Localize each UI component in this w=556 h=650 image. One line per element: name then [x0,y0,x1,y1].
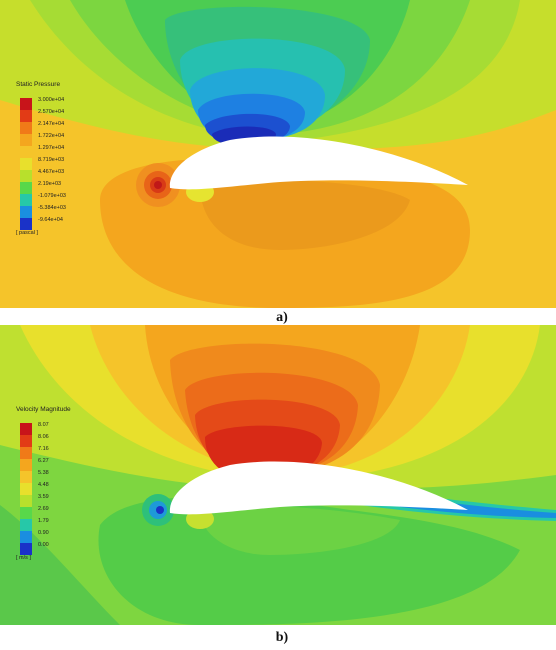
legend-color-swatch [20,158,32,170]
legend-color-scale [20,98,32,230]
legend-tick-label: 8.719e+03 [38,157,64,163]
legend-tick-labels: 8.07 8.06 7.16 6.27 5.38 4.48 3.59 2.69 1.79 0.90… [38,422,49,548]
legend: Static Pressure 3.000e+04 2.570e+04 2.147e… [16,81,66,236]
legend-tick-label: 8.07 [38,422,49,428]
legend-tick-label: 2.570e+04 [38,109,64,115]
legend-color-swatch [20,170,32,182]
legend-color-swatch [20,459,32,471]
legend-tick-label: 6.27 [38,458,49,464]
legend-unit: [ m/s ] [16,555,31,561]
legend-tick-label: 2.19e+03 [38,181,61,187]
contour-band [98,496,520,625]
contour-band [200,180,410,250]
legend-tick-label: 0.90 [38,530,49,536]
static-pressure-contour-plot: Static Pressure 3.000e+04 2.570e+04 2.147e… [0,0,556,308]
contour-band [154,181,162,189]
legend-tick-labels: 3.000e+04 2.570e+04 2.147e+04 1.722e+04 1.29… [38,97,66,223]
legend-color-swatch [20,206,32,218]
figure-caption-b: b) [275,630,289,645]
contour-band [200,505,400,555]
legend-color-swatch [20,110,32,122]
legend-color-swatch [20,435,32,447]
velocity-magnitude-contour-plot: Velocity Magnitude 8.07 8.06 7.16 6.27 5.38 4… [0,325,556,625]
legend-color-swatch [20,182,32,194]
legend-tick-label: -9.64e+04 [38,217,63,223]
legend-color-swatch [20,531,32,543]
legend-tick-label: -1.079e+03 [38,193,66,199]
legend-tick-label: 1.79 [38,518,49,524]
velocity-magnitude-contour-panel: Velocity Magnitude 8.07 8.06 7.16 6.27 5.38 4… [0,325,556,625]
legend-color-swatch [20,194,32,206]
legend-color-swatch [20,519,32,531]
legend: Velocity Magnitude 8.07 8.06 7.16 6.27 5.38 4… [16,406,71,561]
legend-color-swatch [20,471,32,483]
airfoil-shape [169,461,468,515]
legend-color-swatch [20,146,32,158]
legend-tick-label: 2.147e+04 [38,121,64,127]
legend-color-swatch [20,98,32,110]
legend-tick-label: 7.16 [38,446,49,452]
legend-tick-label: -5.384e+03 [38,205,66,211]
legend-tick-label: 5.38 [38,470,49,476]
legend-tick-label: 3.59 [38,494,49,500]
legend-title: Static Pressure [16,81,60,88]
legend-color-swatch [20,543,32,555]
legend-tick-label: 0.00 [38,542,49,548]
legend-tick-label: 1.297e+04 [38,145,64,151]
legend-tick-label: 2.69 [38,506,49,512]
legend-color-swatch [20,423,32,435]
legend-unit: [ pascal ] [16,230,38,236]
legend-tick-label: 4.467e+03 [38,169,64,175]
legend-color-swatch [20,507,32,519]
legend-color-swatch [20,495,32,507]
static-pressure-contour-panel: Static Pressure 3.000e+04 2.570e+04 2.147e… [0,0,556,308]
contour-band [156,506,164,514]
legend-title: Velocity Magnitude [16,406,71,413]
legend-color-swatch [20,218,32,230]
figure-caption-a: a) [276,310,288,325]
legend-tick-label: 4.48 [38,482,49,488]
legend-tick-label: 3.000e+04 [38,97,64,103]
legend-color-swatch [20,122,32,134]
legend-color-swatch [20,483,32,495]
legend-color-scale [20,423,32,555]
legend-tick-label: 1.722e+04 [38,133,64,139]
legend-tick-label: 8.06 [38,434,49,440]
legend-color-swatch [20,447,32,459]
airfoil-shape [169,136,468,190]
legend-color-swatch [20,134,32,146]
